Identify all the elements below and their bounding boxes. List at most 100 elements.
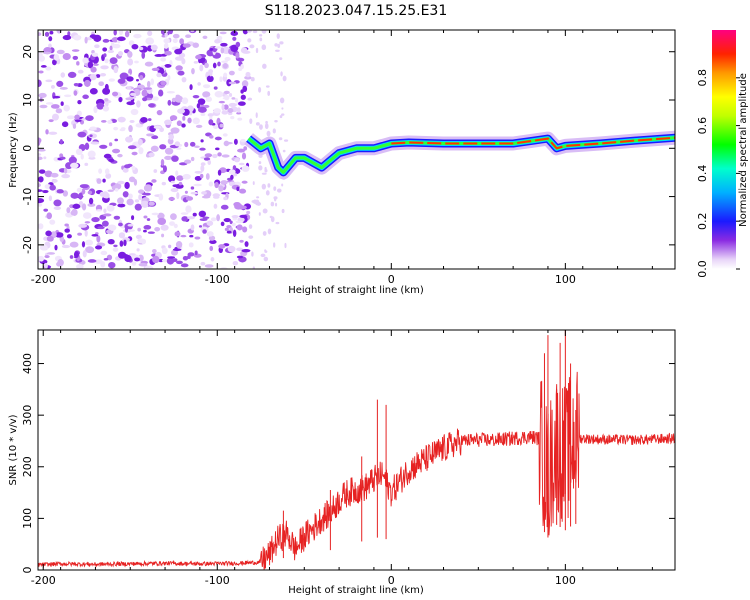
noise-blob xyxy=(128,176,136,183)
noise-blob xyxy=(171,249,179,256)
noise-blob xyxy=(160,224,169,231)
noise-blob xyxy=(48,36,53,42)
noise-blob xyxy=(151,135,159,140)
noise-blob xyxy=(210,217,217,222)
noise-blob xyxy=(275,221,280,225)
noise-blob xyxy=(82,250,87,258)
noise-blob xyxy=(113,215,121,220)
noise-blob xyxy=(242,30,248,35)
noise-blob xyxy=(68,156,77,164)
noise-blob xyxy=(106,204,115,212)
noise-blob xyxy=(201,195,211,199)
noise-blob xyxy=(164,147,174,155)
noise-blob xyxy=(249,44,255,49)
noise-blob xyxy=(227,108,234,113)
noise-blob xyxy=(212,62,217,69)
noise-blob xyxy=(204,62,209,69)
noise-blob xyxy=(125,97,134,101)
noise-blob xyxy=(73,82,79,87)
noise-blob xyxy=(61,244,71,249)
noise-blob xyxy=(236,255,244,259)
noise-blob xyxy=(252,199,257,204)
noise-blob xyxy=(218,100,225,104)
noise-blob xyxy=(90,66,97,73)
noise-blob xyxy=(104,98,109,102)
noise-blob xyxy=(127,51,133,58)
noise-blob xyxy=(160,80,166,86)
noise-blob xyxy=(160,158,165,167)
noise-blob xyxy=(133,33,142,39)
noise-blob xyxy=(182,43,191,48)
noise-blob xyxy=(194,250,198,256)
noise-blob xyxy=(152,248,157,254)
noise-blob xyxy=(192,212,197,217)
noise-blob xyxy=(236,224,243,231)
noise-blob xyxy=(219,76,223,83)
noise-blob xyxy=(283,139,289,142)
noise-blob xyxy=(43,208,49,212)
noise-blob xyxy=(236,111,242,115)
noise-blob xyxy=(218,185,224,192)
noise-blob xyxy=(108,158,115,163)
noise-blob xyxy=(196,103,201,109)
noise-blob xyxy=(174,48,183,55)
snr-x-ticks: -200 -100 0 100 xyxy=(31,330,653,587)
noise-blob xyxy=(168,175,176,183)
noise-blob xyxy=(198,210,207,218)
noise-blob xyxy=(159,214,165,217)
noise-blob xyxy=(182,115,186,121)
noise-blob xyxy=(122,167,129,173)
noise-blob xyxy=(112,148,121,154)
noise-blob xyxy=(103,257,109,261)
noise-blob xyxy=(100,65,109,70)
noise-blob xyxy=(168,196,175,201)
noise-blob xyxy=(117,116,126,123)
noise-blob xyxy=(72,55,79,60)
noise-blob xyxy=(159,127,165,133)
noise-blob xyxy=(213,203,218,209)
noise-blob xyxy=(78,192,83,200)
noise-blob xyxy=(81,241,86,248)
noise-blob xyxy=(144,61,154,67)
noise-blob xyxy=(230,44,239,53)
noise-blob xyxy=(190,224,195,231)
noise-blob xyxy=(45,66,52,71)
noise-blob xyxy=(264,123,269,130)
noise-blob xyxy=(102,213,112,217)
noise-blob xyxy=(200,165,205,172)
noise-blob xyxy=(60,156,66,160)
noise-blob xyxy=(202,35,208,40)
noise-blob xyxy=(247,30,252,33)
noise-blob xyxy=(189,234,194,238)
noise-blob xyxy=(169,115,178,121)
noise-blob xyxy=(62,52,71,61)
noise-blob xyxy=(199,64,204,72)
noise-blob xyxy=(185,205,192,213)
noise-blob xyxy=(133,178,138,186)
noise-blob xyxy=(118,232,126,239)
noise-blob xyxy=(223,72,228,78)
snr-xtick-label: 100 xyxy=(555,574,576,587)
noise-blob xyxy=(148,201,155,206)
noise-blob xyxy=(224,227,229,231)
noise-blob xyxy=(264,250,268,253)
noise-blob xyxy=(197,98,206,105)
noise-blob xyxy=(204,153,213,158)
noise-blob xyxy=(220,47,225,54)
noise-blob xyxy=(214,136,222,141)
noise-blob xyxy=(252,181,255,185)
noise-blob xyxy=(239,239,244,243)
noise-blob xyxy=(236,107,241,113)
noise-blob xyxy=(95,209,103,212)
noise-blob xyxy=(66,234,72,239)
noise-blob xyxy=(131,151,138,156)
noise-blob xyxy=(194,170,203,174)
noise-blob xyxy=(258,86,262,93)
noise-blob xyxy=(231,97,236,100)
colorbar-gradient xyxy=(712,30,736,269)
noise-blob xyxy=(126,86,132,90)
noise-blob xyxy=(281,183,284,187)
noise-blob xyxy=(180,234,187,238)
noise-blob xyxy=(102,47,108,52)
noise-blob xyxy=(258,165,263,171)
